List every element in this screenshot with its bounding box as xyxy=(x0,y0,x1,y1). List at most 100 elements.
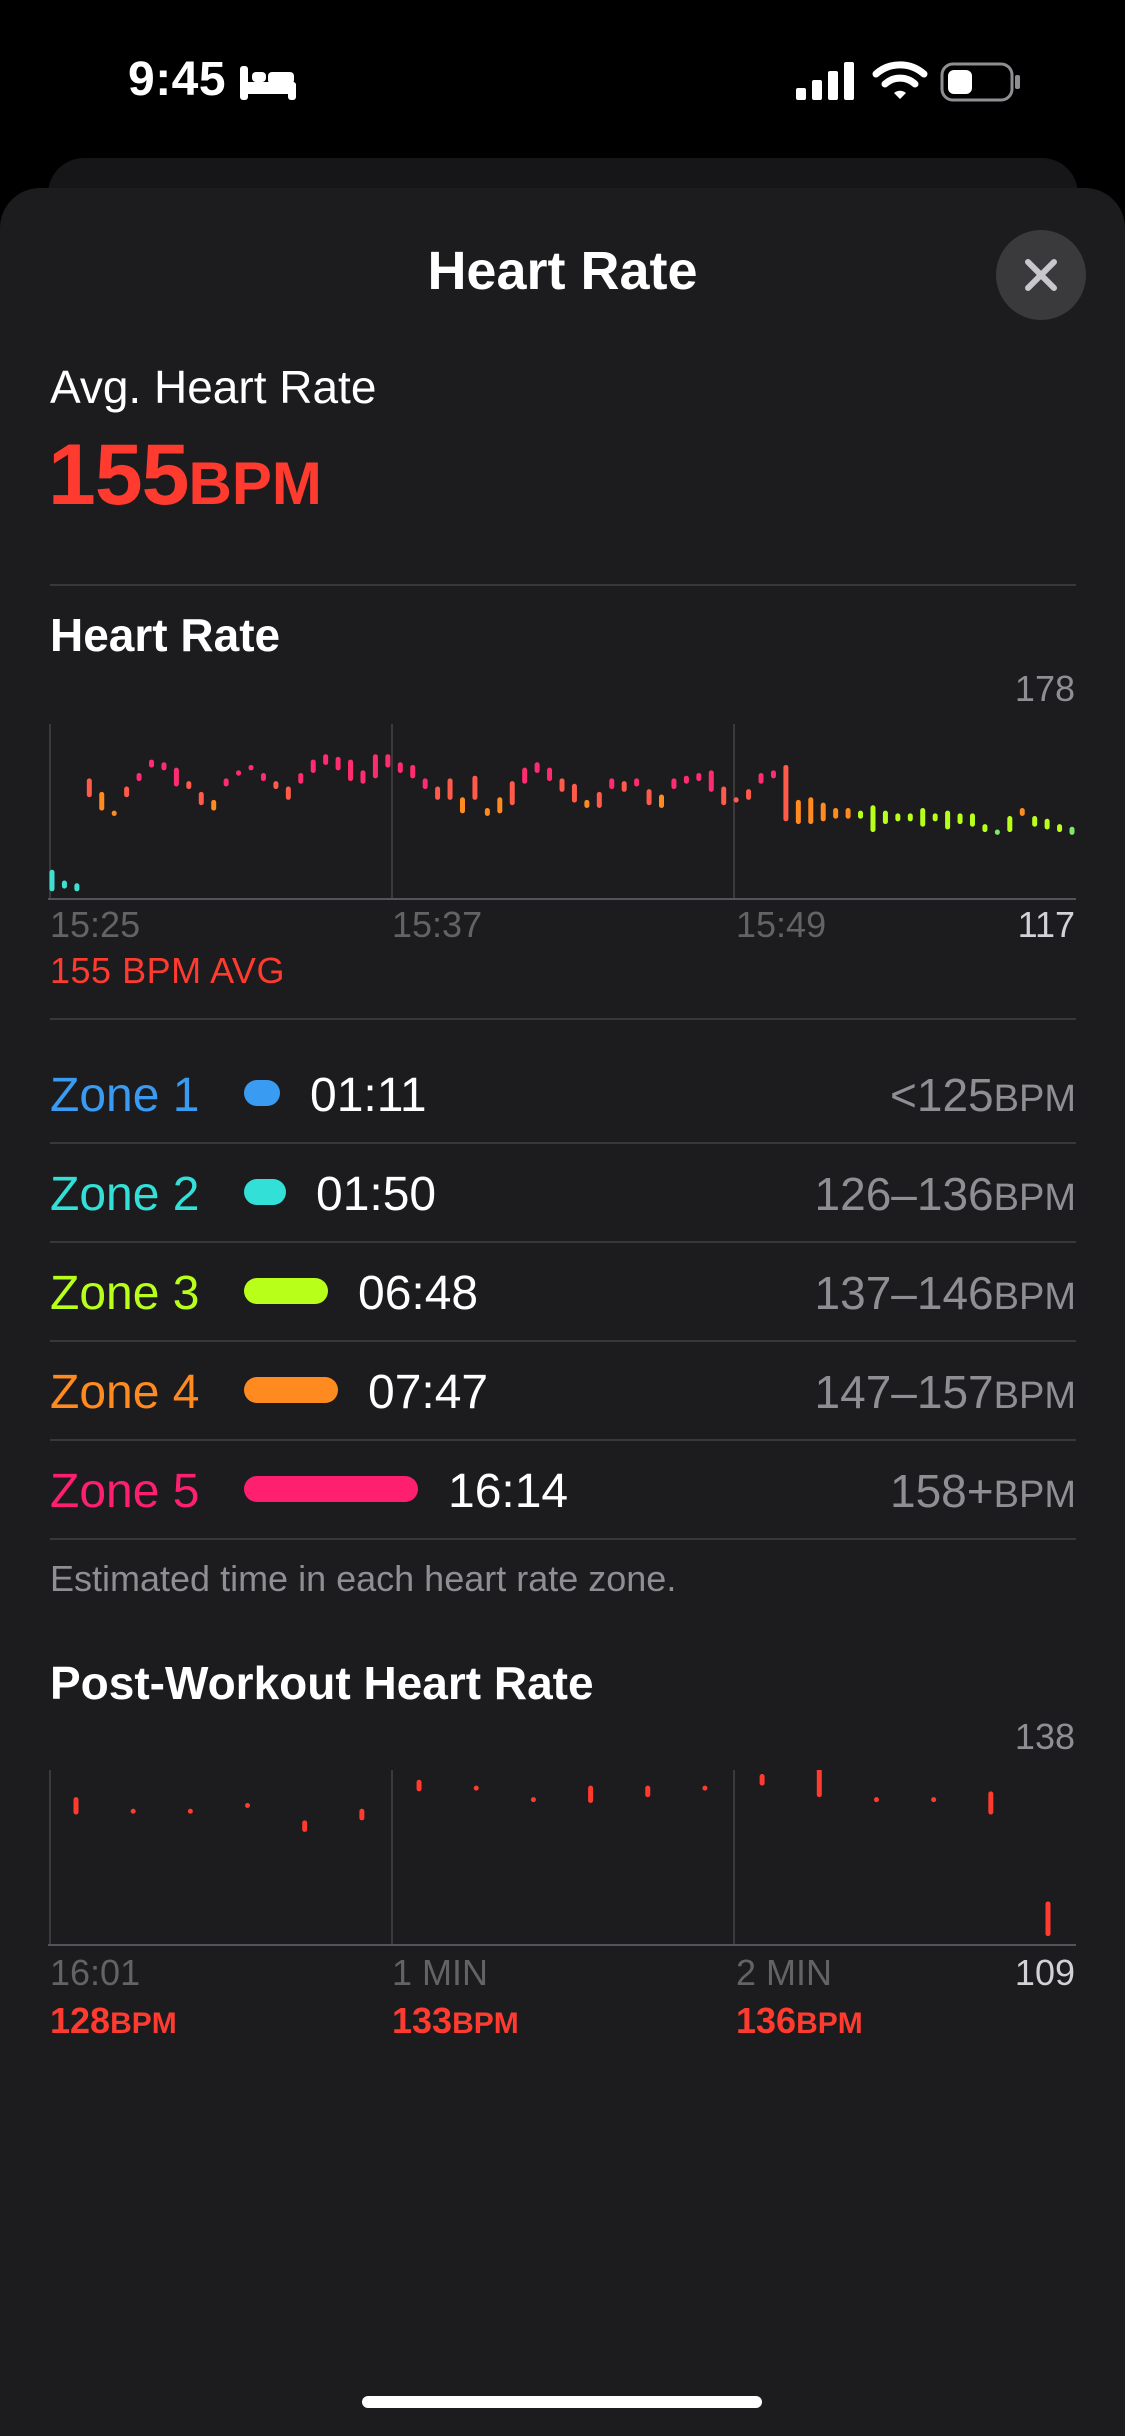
heart-rate-bar xyxy=(260,773,266,782)
heart-rate-bar xyxy=(969,813,975,827)
zone-name: Zone 1 xyxy=(50,1069,200,1122)
avg-heart-rate-value: 155BPM xyxy=(48,426,322,525)
post-workout-value: 133BPM xyxy=(392,2000,519,2042)
heart-rate-bar xyxy=(584,799,590,808)
heart-rate-bar xyxy=(211,799,217,811)
heart-rate-bar xyxy=(111,810,117,817)
cellular-signal-icon xyxy=(796,62,854,100)
heart-rate-bar xyxy=(74,883,80,892)
heart-rate-bar xyxy=(547,767,553,782)
avg-heart-rate-label: Avg. Heart Rate xyxy=(50,361,377,413)
post-workout-y-min: 109 xyxy=(1014,1952,1075,1993)
heart-rate-y-max: 178 xyxy=(1014,668,1075,709)
zone-range: <125BPM xyxy=(890,1068,1076,1122)
heart-rate-bar xyxy=(671,778,677,790)
status-time: 9:45 xyxy=(128,53,227,106)
divider xyxy=(50,1340,1076,1342)
heart-rate-bar xyxy=(236,770,242,776)
zone-duration-bar xyxy=(244,1179,286,1205)
zone-range-value: 158+ xyxy=(890,1465,994,1517)
status-bar: 9:45 xyxy=(0,0,1125,160)
heart-rate-bar xyxy=(1007,816,1013,833)
heart-rate-bar xyxy=(335,756,341,771)
heart-rate-bar xyxy=(422,778,428,790)
heart-rate-bar xyxy=(882,810,888,825)
heart-rate-bar xyxy=(173,767,179,787)
zone-range-value: 126–136 xyxy=(814,1168,994,1220)
heart-rate-bar xyxy=(1044,818,1050,830)
post-workout-value-number: 136 xyxy=(736,2000,797,2041)
heart-rate-bar xyxy=(323,754,329,765)
heart-rate-bar xyxy=(696,773,702,782)
heart-rate-bar xyxy=(348,759,354,782)
post-workout-bar xyxy=(931,1797,937,1803)
close-button[interactable] xyxy=(996,230,1086,320)
heart-rate-bar xyxy=(683,775,689,784)
heart-rate-bar xyxy=(621,781,627,792)
zone-time: 07:47 xyxy=(368,1366,489,1419)
heart-rate-chart xyxy=(48,724,1076,900)
heart-rate-bar xyxy=(758,773,764,784)
zone-range: 137–146BPM xyxy=(815,1266,1076,1320)
post-workout-chart xyxy=(48,1770,1076,1946)
heart-rate-bar xyxy=(571,783,577,803)
heart-rate-bar xyxy=(783,764,789,822)
bed-icon xyxy=(240,66,296,100)
heart-rate-bar xyxy=(920,807,926,827)
zone-name: Zone 4 xyxy=(50,1366,200,1419)
heart-rate-bar xyxy=(86,778,92,798)
heart-rate-bar xyxy=(957,813,963,825)
heart-rate-bar xyxy=(285,786,291,800)
heart-rate-bar xyxy=(459,797,465,814)
zone-row[interactable]: Zone 5 16:14 158+BPM xyxy=(50,1442,1076,1540)
zone-row[interactable]: Zone 3 06:48 137–146BPM xyxy=(50,1244,1076,1342)
post-workout-bar xyxy=(245,1802,251,1808)
divider xyxy=(50,584,1076,586)
post-workout-bar xyxy=(302,1820,308,1832)
divider xyxy=(50,1538,1076,1540)
wifi-icon xyxy=(872,61,928,99)
zone-row[interactable]: Zone 1 01:11 <125BPM xyxy=(50,1046,1076,1144)
home-indicator[interactable] xyxy=(362,2396,762,2408)
heart-rate-bar xyxy=(161,762,167,771)
heart-rate-bar xyxy=(49,869,55,892)
heart-rate-bar xyxy=(733,797,739,803)
heart-rate-x-tick: 15:49 xyxy=(736,904,827,945)
heart-rate-bar xyxy=(61,880,67,889)
zone-time: 06:48 xyxy=(358,1267,479,1320)
post-workout-bar xyxy=(130,1808,136,1814)
post-workout-bar xyxy=(588,1785,594,1803)
heart-rate-bar xyxy=(559,778,565,792)
heart-rate-bar xyxy=(746,789,752,800)
sheet-title: Heart Rate xyxy=(427,241,698,301)
heart-rate-bar xyxy=(721,786,727,806)
zone-range: 147–157BPM xyxy=(815,1365,1076,1419)
divider xyxy=(50,1142,1076,1144)
heart-rate-chart-title: Heart Rate xyxy=(50,609,281,661)
post-workout-value-unit: BPM xyxy=(452,2007,519,2040)
zone-range-value: <125 xyxy=(890,1069,994,1121)
post-workout-bar xyxy=(187,1808,193,1814)
heart-rate-bar xyxy=(273,781,279,790)
close-icon xyxy=(1025,259,1057,291)
heart-rate-bar xyxy=(248,764,254,771)
zone-range-value: 137–146 xyxy=(814,1267,994,1319)
post-workout-bar xyxy=(530,1797,536,1803)
zone-row[interactable]: Zone 2 01:50 126–136BPM xyxy=(50,1145,1076,1243)
heart-rate-bar xyxy=(596,791,602,808)
heart-rate-bar xyxy=(982,824,988,833)
zone-footnote: Estimated time in each heart rate zone. xyxy=(50,1558,677,1599)
zone-range-value: 147–157 xyxy=(814,1366,994,1418)
heart-rate-bar xyxy=(522,767,528,784)
heart-rate-bar xyxy=(360,770,366,784)
zone-range-unit: BPM xyxy=(993,1474,1076,1516)
post-workout-bar xyxy=(73,1797,79,1815)
heart-rate-bar xyxy=(795,799,801,825)
zone-row[interactable]: Zone 4 07:47 147–157BPM xyxy=(50,1343,1076,1441)
post-workout-value: 128BPM xyxy=(50,2000,177,2042)
post-workout-value-unit: BPM xyxy=(796,2007,863,2040)
avg-heart-rate-unit: BPM xyxy=(188,450,322,517)
zone-name: Zone 2 xyxy=(50,1168,200,1221)
post-workout-bar xyxy=(988,1791,994,1815)
heart-rate-bar xyxy=(1069,826,1075,835)
